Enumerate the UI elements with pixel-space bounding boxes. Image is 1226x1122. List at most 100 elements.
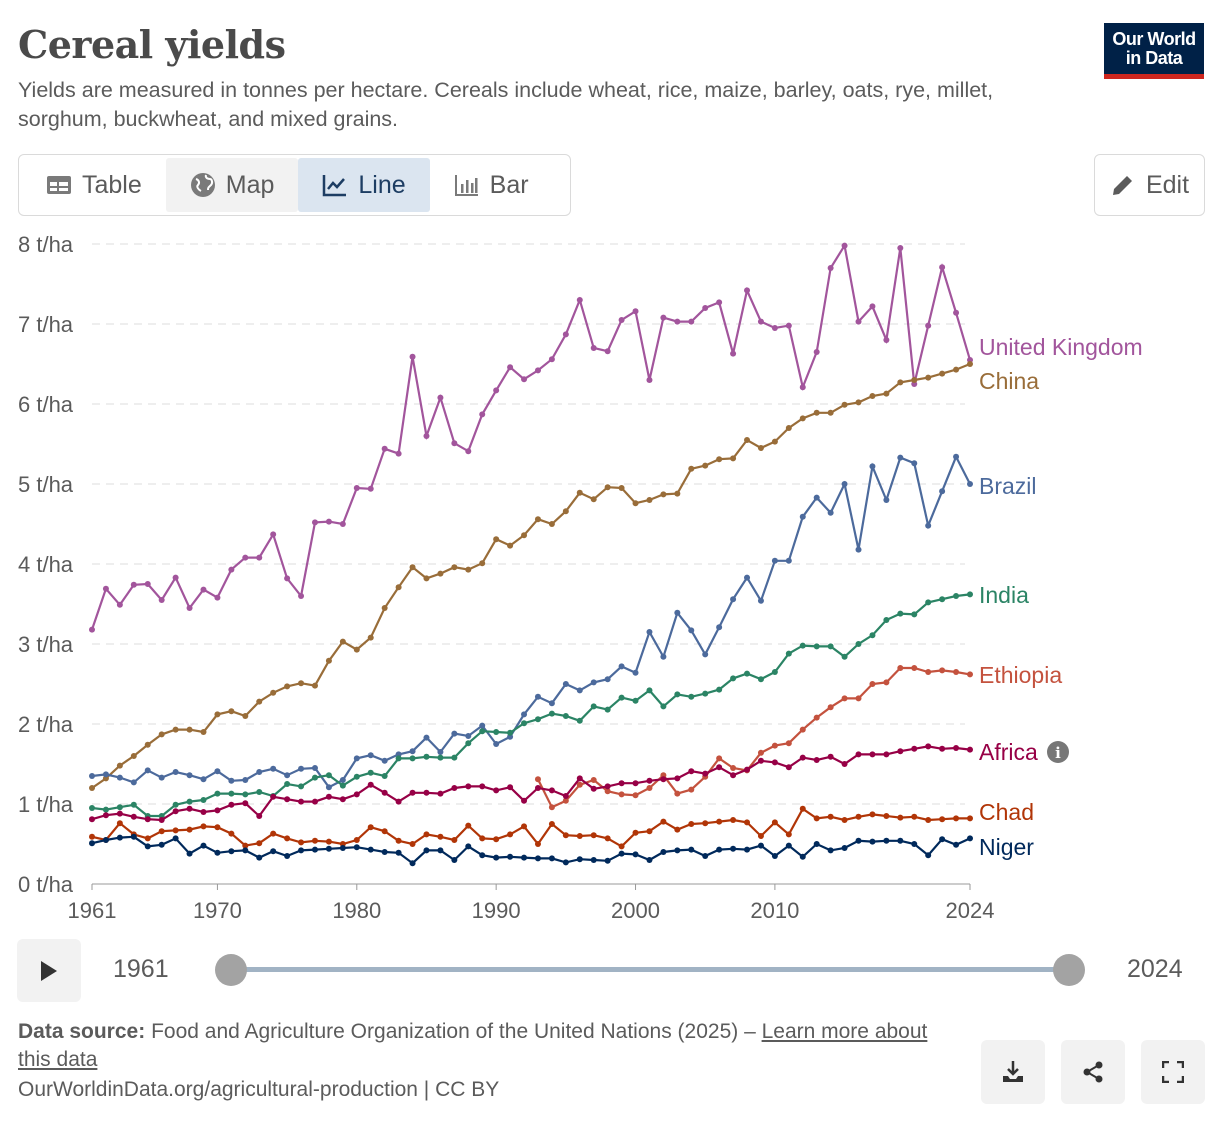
data-point-united-kingdom (172, 574, 179, 581)
tab-map[interactable]: Map (165, 158, 299, 212)
data-point-ethiopia (757, 749, 764, 756)
data-point-chad (493, 836, 500, 843)
data-point-chad (771, 819, 778, 826)
download-button[interactable] (981, 1040, 1045, 1104)
edit-button[interactable]: Edit (1094, 154, 1205, 216)
tab-bar[interactable]: Bar (430, 158, 553, 212)
data-point-niger (311, 846, 318, 853)
timeline-start-handle[interactable] (215, 954, 247, 986)
data-point-china (214, 711, 221, 718)
data-point-ethiopia (911, 665, 918, 671)
data-point-brazil (953, 453, 960, 460)
data-point-india (479, 728, 486, 735)
data-point-africa (771, 759, 778, 766)
data-point-africa (130, 813, 137, 820)
data-point-chad (186, 826, 193, 833)
data-point-brazil (883, 497, 890, 503)
data-point-united-kingdom (702, 305, 709, 311)
data-point-niger (339, 845, 346, 851)
data-point-ethiopia (869, 681, 876, 687)
data-point-china (855, 399, 862, 406)
data-point-united-kingdom (186, 605, 193, 611)
data-point-china (674, 490, 681, 497)
data-point-africa (660, 776, 667, 783)
data-point-chad (576, 833, 583, 839)
play-button[interactable] (17, 939, 81, 1002)
tab-table[interactable]: Table (22, 158, 166, 212)
data-point-chad (479, 835, 486, 842)
data-point-brazil (688, 627, 695, 634)
data-point-niger (298, 847, 305, 854)
data-point-united-kingdom (395, 450, 402, 457)
data-point-brazil (813, 494, 820, 501)
data-point-africa (102, 812, 109, 819)
data-point-ethiopia (967, 671, 973, 678)
data-point-africa (730, 772, 737, 779)
owid-logo[interactable]: Our World in Data (1104, 23, 1204, 79)
data-point-africa (827, 753, 834, 760)
data-point-india (395, 755, 402, 762)
data-point-africa (493, 787, 500, 794)
data-point-africa (381, 789, 388, 796)
data-point-brazil (116, 774, 123, 781)
data-point-india (242, 791, 249, 798)
timeline-track[interactable] (231, 967, 1069, 972)
data-point-africa (869, 751, 876, 758)
data-point-chad (311, 837, 318, 844)
data-point-brazil (186, 772, 193, 779)
timeline-end-handle[interactable] (1053, 954, 1085, 986)
data-point-chad (688, 821, 695, 827)
data-source: Data source: Food and Agriculture Organi… (18, 1018, 938, 1074)
data-point-niger (270, 848, 277, 855)
data-point-brazil (730, 596, 737, 603)
source-text: Food and Agriculture Organization of the… (151, 1020, 762, 1043)
data-point-china (548, 521, 555, 527)
data-point-niger (158, 841, 165, 848)
data-point-brazil (590, 679, 597, 686)
data-point-united-kingdom (507, 364, 514, 371)
data-point-united-kingdom (493, 387, 500, 394)
share-button[interactable] (1061, 1040, 1125, 1104)
data-point-united-kingdom (353, 485, 360, 491)
data-point-chad (604, 835, 611, 842)
data-point-africa (158, 817, 165, 823)
data-point-ethiopia (730, 765, 737, 771)
data-point-united-kingdom (799, 384, 806, 391)
data-point-niger (744, 846, 751, 853)
data-point-china (242, 713, 249, 719)
learn-more-link[interactable]: Learn more about this data (18, 1020, 928, 1071)
x-tick-label: 2010 (750, 898, 799, 923)
data-point-africa (479, 783, 486, 790)
data-point-china (423, 575, 430, 582)
data-point-united-kingdom (562, 331, 569, 338)
data-point-niger (841, 845, 848, 851)
data-point-africa (200, 809, 207, 815)
data-point-ethiopia (925, 669, 932, 675)
data-point-niger (604, 857, 611, 864)
data-point-chad (785, 831, 792, 838)
data-point-africa (883, 751, 890, 758)
data-point-united-kingdom (618, 317, 625, 323)
data-point-united-kingdom (437, 394, 444, 401)
timeline-start-year: 1961 (113, 955, 169, 983)
data-point-africa (897, 748, 904, 755)
data-point-ethiopia (813, 714, 820, 721)
data-point-chad (158, 828, 165, 835)
fullscreen-button[interactable] (1141, 1040, 1205, 1104)
data-point-china (144, 741, 151, 748)
data-point-niger (953, 841, 960, 848)
data-point-brazil (674, 609, 681, 616)
data-point-niger (855, 837, 862, 844)
data-point-china (730, 455, 737, 462)
data-point-brazil (785, 557, 792, 564)
x-tick-label: 1980 (332, 898, 381, 923)
data-point-ethiopia (953, 669, 960, 675)
data-point-brazil (479, 722, 486, 729)
data-point-united-kingdom (716, 299, 723, 306)
data-point-brazil (144, 767, 151, 774)
data-point-india (200, 797, 207, 803)
tab-line[interactable]: Line (298, 158, 430, 212)
data-point-china (228, 708, 235, 715)
data-point-india (841, 653, 848, 660)
data-point-ethiopia (883, 679, 890, 686)
